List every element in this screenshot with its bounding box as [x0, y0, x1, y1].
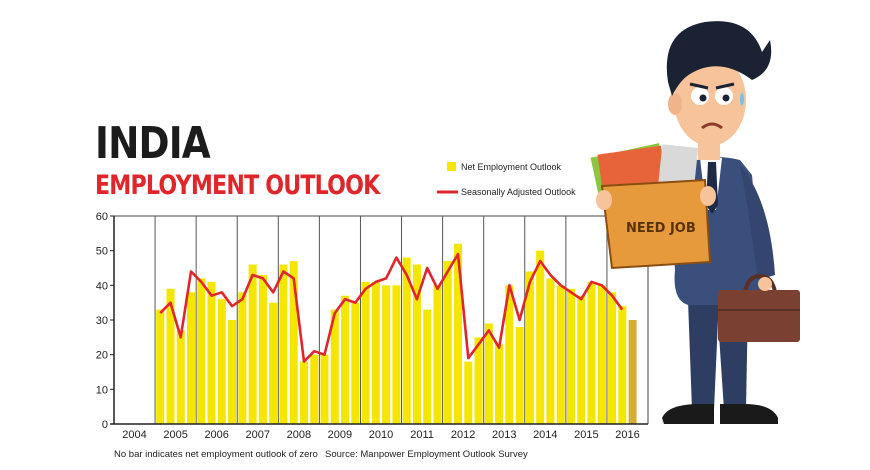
briefcase — [718, 290, 800, 342]
legend-label-seasonal: Seasonally Adjusted Outlook — [461, 187, 576, 197]
bar — [525, 271, 534, 424]
bar — [577, 295, 586, 424]
bar — [412, 264, 421, 424]
man-illustration: NEED JOB — [590, 21, 800, 424]
briefcase-handle — [743, 273, 777, 293]
x-tick-label: 2007 — [246, 429, 270, 441]
bar — [392, 285, 401, 424]
y-tick-label: 60 — [96, 211, 108, 223]
bar — [443, 261, 452, 424]
bar — [464, 361, 473, 424]
page-title: INDIA — [95, 118, 211, 169]
bar — [505, 285, 514, 424]
y-tick-label: 20 — [96, 350, 108, 362]
bar — [628, 320, 637, 424]
bar — [382, 285, 391, 424]
legend-swatch-net — [447, 162, 456, 171]
bar — [587, 281, 596, 424]
bar — [536, 250, 545, 424]
x-tick-label: 2014 — [533, 429, 557, 441]
bar — [454, 243, 463, 424]
y-tick-label: 30 — [96, 315, 108, 327]
bar — [248, 264, 257, 424]
bar — [166, 288, 175, 424]
x-tick-label: 2010 — [369, 429, 393, 441]
bar — [351, 302, 360, 424]
x-tick-label: 2004 — [122, 429, 146, 441]
x-tick-label: 2011 — [410, 429, 434, 441]
box-label: NEED JOB — [626, 221, 696, 236]
bar — [433, 285, 442, 424]
bar — [279, 264, 288, 424]
bar — [289, 261, 298, 424]
bar — [228, 320, 237, 424]
legend-label-net: Net Employment Outlook — [461, 162, 562, 172]
y-tick-label: 10 — [96, 384, 108, 396]
bar — [618, 306, 627, 424]
bar — [341, 295, 350, 424]
bar — [207, 281, 216, 424]
bar-series — [156, 243, 637, 424]
x-tick-label: 2006 — [204, 429, 228, 441]
y-tick-label: 40 — [96, 280, 108, 292]
bar — [361, 281, 370, 424]
bar — [474, 337, 483, 424]
y-tick-label: 0 — [102, 419, 108, 431]
bar — [608, 292, 617, 424]
bar — [402, 257, 411, 424]
x-tick-label: 2008 — [287, 429, 311, 441]
y-tick-label: 50 — [96, 246, 108, 258]
bar — [156, 309, 165, 424]
footnote: No bar indicates net employment outlook … — [114, 449, 318, 460]
bar — [597, 285, 606, 424]
bar — [556, 285, 565, 424]
x-tick-label: 2012 — [451, 429, 475, 441]
bar — [566, 288, 575, 424]
bar — [371, 281, 380, 424]
bar — [320, 354, 329, 424]
bar — [197, 278, 206, 424]
bar — [484, 323, 493, 424]
bar — [299, 361, 308, 424]
bar — [187, 292, 196, 424]
bar — [330, 309, 339, 424]
source-note: Source: Manpower Employment Outlook Surv… — [325, 449, 528, 460]
x-tick-label: 2016 — [615, 429, 639, 441]
chart-grid — [114, 215, 649, 424]
x-tick-label: 2005 — [163, 429, 187, 441]
bar — [495, 344, 504, 424]
bar — [217, 299, 226, 424]
x-tick-label: 2009 — [328, 429, 352, 441]
page-subtitle: EMPLOYMENT OUTLOOK — [95, 170, 380, 201]
bar — [515, 326, 524, 424]
bar — [310, 354, 319, 424]
bar — [269, 302, 278, 424]
seasonally-adjusted-line — [159, 252, 624, 363]
bar — [238, 292, 247, 424]
chart-axes: 2004 2005 2006 2007 2008 2009 2010 2011 2012 2013… — [96, 211, 648, 441]
x-tick-label: 2013 — [492, 429, 516, 441]
bar — [258, 274, 267, 424]
bar — [176, 330, 185, 424]
chart-legend: Net Employment Outlook Seasonally Adjust… — [437, 162, 576, 197]
bar — [423, 309, 432, 424]
x-tick-label: 2015 — [574, 429, 598, 441]
bar — [546, 278, 555, 424]
